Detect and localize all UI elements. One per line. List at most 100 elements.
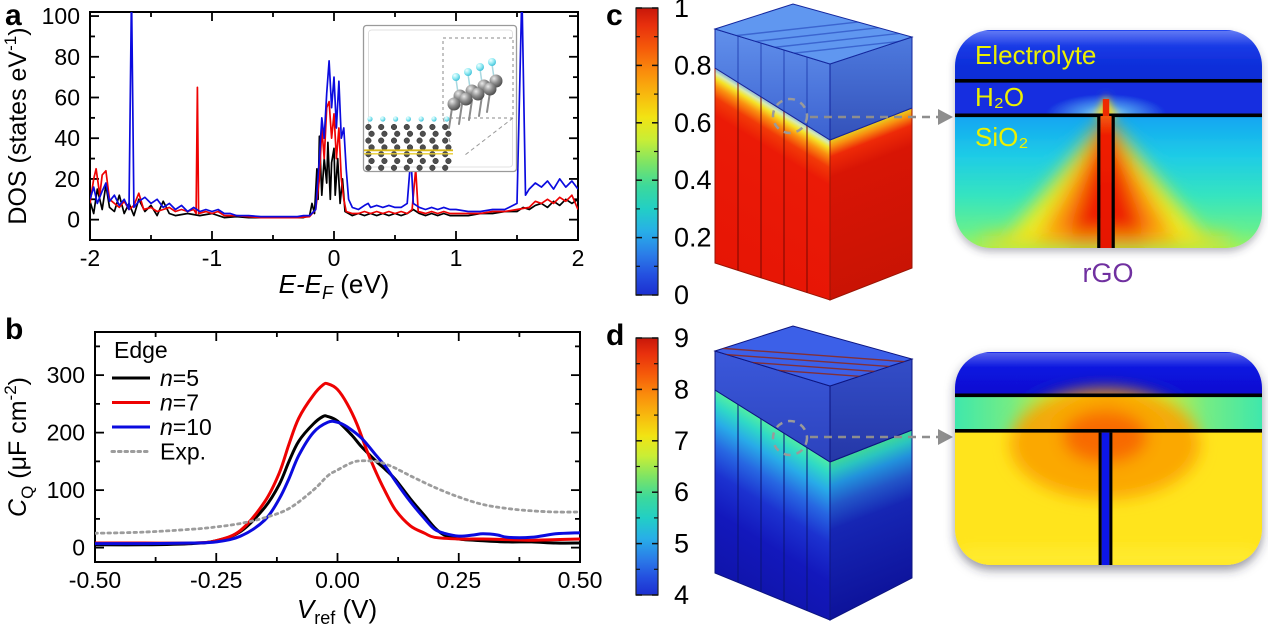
tick-label: 0 xyxy=(328,245,341,271)
chain-carbon-atom xyxy=(442,137,449,144)
legend-label: n=7 xyxy=(160,390,199,416)
chain-carbon-atom xyxy=(406,144,414,151)
chain-carbon-atom xyxy=(365,137,372,144)
molecular-chains xyxy=(365,116,452,171)
tick-label: -0.50 xyxy=(69,567,121,593)
simulation-block-3d-c xyxy=(713,3,953,301)
block-right-face xyxy=(829,429,913,621)
chain-carbon-atom xyxy=(381,144,388,151)
heatmap-d xyxy=(955,352,1262,565)
structure-inset xyxy=(362,24,518,173)
chain-carbon-atom xyxy=(365,123,372,131)
layer-line xyxy=(955,429,1262,433)
label-h2o: H₂O xyxy=(975,82,1024,112)
chain-carbon-atom xyxy=(445,130,452,137)
tick-label: 100 xyxy=(47,477,85,503)
chain-carbon-atom xyxy=(381,130,388,137)
panel-label-d: d xyxy=(606,319,625,352)
colorbar-tick-label: 7 xyxy=(674,426,689,456)
electrolyte-fin-lines xyxy=(737,36,808,126)
colorbar-tick-label: 0.2 xyxy=(674,223,712,253)
simulation-block-3d-d xyxy=(713,325,953,621)
chain-carbon-atom xyxy=(429,123,436,131)
series-line-n10 xyxy=(95,419,580,546)
legend-title: Edge xyxy=(114,337,168,363)
panel-c-simulation: 1 0.8 0.6 0.4 0.2 0 xyxy=(635,0,1262,310)
atom-cyan xyxy=(452,73,460,81)
tick-label: 100 xyxy=(42,3,80,29)
colorbar-tick-label: 4 xyxy=(674,580,689,610)
colorbar-d: 9 8 7 6 5 4 xyxy=(635,323,689,610)
panel-d-simulation: 9 8 7 6 5 4 xyxy=(635,323,1262,621)
tick-label: 0 xyxy=(72,535,85,561)
colorbar-tick-label: 5 xyxy=(674,529,689,559)
chain-carbon-atom xyxy=(394,130,401,137)
chain-oh-atom xyxy=(431,116,437,122)
chain-carbon-atom xyxy=(445,144,452,151)
arrow-head-icon xyxy=(938,109,953,125)
b-series xyxy=(95,381,580,547)
chain-carbon-atom xyxy=(390,123,398,131)
tick-label: -1 xyxy=(202,245,222,271)
chain-carbon-atom xyxy=(403,137,410,144)
arrow-head-icon xyxy=(938,429,953,445)
rgo-sheet xyxy=(1101,432,1110,565)
layer-line xyxy=(955,79,1262,83)
chain-carbon-atom xyxy=(368,130,375,137)
chain-carbon-atom xyxy=(419,157,426,165)
block-fin-lines xyxy=(737,404,808,611)
rgo-edge-line xyxy=(1097,116,1101,248)
chain-carbon-atom xyxy=(442,123,449,131)
chain-carbon-atom xyxy=(390,164,398,171)
a-y-axis-label: DOS (states eV-1) xyxy=(1,27,32,224)
chain-carbon-atom xyxy=(394,144,401,151)
colorbar-tick-label: 0.4 xyxy=(674,165,712,195)
b-y-axis-label: CQ (μF cm-2) xyxy=(1,377,37,517)
layer-line xyxy=(955,393,1262,398)
tick-label: 0.00 xyxy=(315,567,360,593)
a-series xyxy=(90,12,578,219)
chain-carbon-atom xyxy=(432,144,439,151)
chain-carbon-atom xyxy=(403,123,410,131)
colorbar-c: 1 0.8 0.6 0.4 0.2 0 xyxy=(635,0,712,310)
chain-carbon-atom xyxy=(419,144,426,151)
panel-label-c: c xyxy=(606,0,623,32)
chain-oh-atom xyxy=(444,116,450,122)
tick-label: 300 xyxy=(47,362,85,388)
electrolyte-box-top xyxy=(713,3,914,65)
chain-oh-atom xyxy=(418,116,424,122)
chain-carbon-atom xyxy=(378,123,385,131)
colorbar-tick-label: 0.6 xyxy=(674,108,712,138)
colorbar-tick-label: 8 xyxy=(674,374,689,404)
series-line-n7 xyxy=(90,86,578,219)
inset-connector xyxy=(464,117,514,156)
chain-carbon-atom xyxy=(394,157,401,165)
zoom-region-circle xyxy=(771,97,809,135)
tick-label: 80 xyxy=(54,44,80,70)
block-fin-lines xyxy=(737,82,808,293)
colorbar-tick-label: 1 xyxy=(674,0,689,23)
tick-label: 40 xyxy=(54,125,80,151)
tick-label: -0.25 xyxy=(190,567,242,593)
chain-carbon-atom xyxy=(378,164,385,171)
chain-carbon-atom xyxy=(403,164,410,171)
chain-carbon-atom xyxy=(390,137,398,144)
chain-carbon-atom xyxy=(419,130,426,137)
chain-carbon-atom xyxy=(406,130,414,137)
chain-oh-atom xyxy=(405,116,411,122)
colorbar-tick-label: 6 xyxy=(674,477,689,507)
chain-carbon-atom xyxy=(368,157,375,165)
tick-label: 20 xyxy=(54,166,80,192)
a-x-axis-label: E-EF (eV) xyxy=(279,269,390,303)
panel-label-b: b xyxy=(5,313,24,346)
chain-carbon-atom xyxy=(416,137,423,144)
colorbar-tick-label: 9 xyxy=(674,323,689,353)
rgo-edge-line xyxy=(1109,432,1113,565)
chain-carbon-atom xyxy=(378,137,385,144)
tick-label: 0 xyxy=(67,207,80,233)
tick-label: 1 xyxy=(450,245,463,271)
molecule-zoom xyxy=(447,58,503,129)
